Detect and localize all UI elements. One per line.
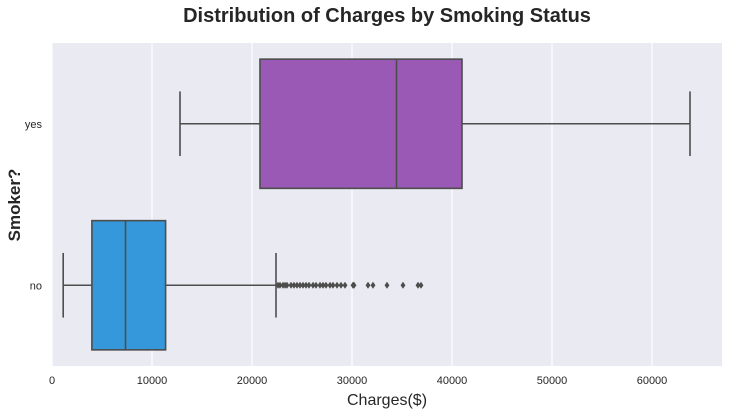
y-axis-ticks: yes no: [25, 119, 43, 293]
x-tick-label: 50000: [537, 375, 568, 387]
outlier-point: [313, 281, 319, 289]
outlier-point: [284, 281, 290, 289]
box-iqr: [259, 58, 463, 190]
outlier-point: [418, 281, 424, 289]
y-tick-label: yes: [25, 119, 43, 131]
box-yes: [179, 58, 691, 190]
x-tick-label: 0: [49, 375, 55, 387]
outlier-point: [415, 281, 421, 289]
outlier-point: [370, 281, 376, 289]
outlier-point: [277, 281, 283, 289]
box-no: [62, 219, 424, 351]
outlier-point: [317, 281, 323, 289]
outlier-point: [297, 281, 303, 289]
outlier-point: [342, 281, 348, 289]
x-tick-label: 30000: [337, 375, 368, 387]
outlier-point: [288, 281, 294, 289]
x-tick-label: 60000: [637, 375, 668, 387]
outlier-point: [323, 281, 329, 289]
x-tick-label: 40000: [437, 375, 468, 387]
outlier-point: [338, 281, 344, 289]
chart-title: Distribution of Charges by Smoking Statu…: [183, 5, 591, 27]
boxes: [62, 58, 691, 351]
outlier-point: [310, 281, 316, 289]
outlier-point: [365, 281, 371, 289]
outlier-point: [291, 281, 297, 289]
outlier-point: [320, 281, 326, 289]
outlier-point: [303, 281, 309, 289]
x-tick-label: 20000: [237, 375, 268, 387]
box-iqr: [91, 219, 167, 351]
outlier-point: [327, 281, 333, 289]
x-axis-ticks: 0 10000 20000 30000 40000 50000 60000: [49, 375, 667, 387]
outlier-point: [330, 281, 336, 289]
outlier-point: [306, 281, 312, 289]
outlier-point: [300, 281, 306, 289]
y-axis-label: Smoker?: [5, 169, 24, 242]
x-tick-label: 10000: [137, 375, 168, 387]
outlier-point: [334, 281, 340, 289]
y-tick-label: no: [30, 280, 42, 292]
x-axis-label: Charges($): [347, 392, 427, 409]
outlier-point: [294, 281, 300, 289]
outlier-point: [384, 281, 390, 289]
outlier-point: [351, 281, 357, 289]
outlier-point: [400, 281, 406, 289]
